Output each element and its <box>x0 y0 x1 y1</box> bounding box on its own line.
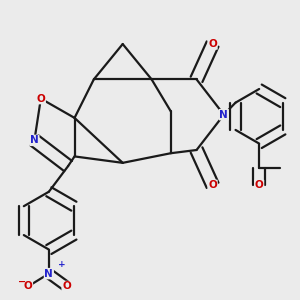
Text: −: − <box>18 277 26 287</box>
Text: O: O <box>208 180 217 190</box>
Text: N: N <box>30 135 39 146</box>
Text: O: O <box>208 39 217 49</box>
Text: N: N <box>44 268 53 279</box>
Text: O: O <box>37 94 45 103</box>
Text: N: N <box>220 110 228 120</box>
Text: O: O <box>62 281 71 292</box>
Text: O: O <box>24 281 32 292</box>
Text: +: + <box>58 260 66 268</box>
Text: O: O <box>255 180 263 190</box>
